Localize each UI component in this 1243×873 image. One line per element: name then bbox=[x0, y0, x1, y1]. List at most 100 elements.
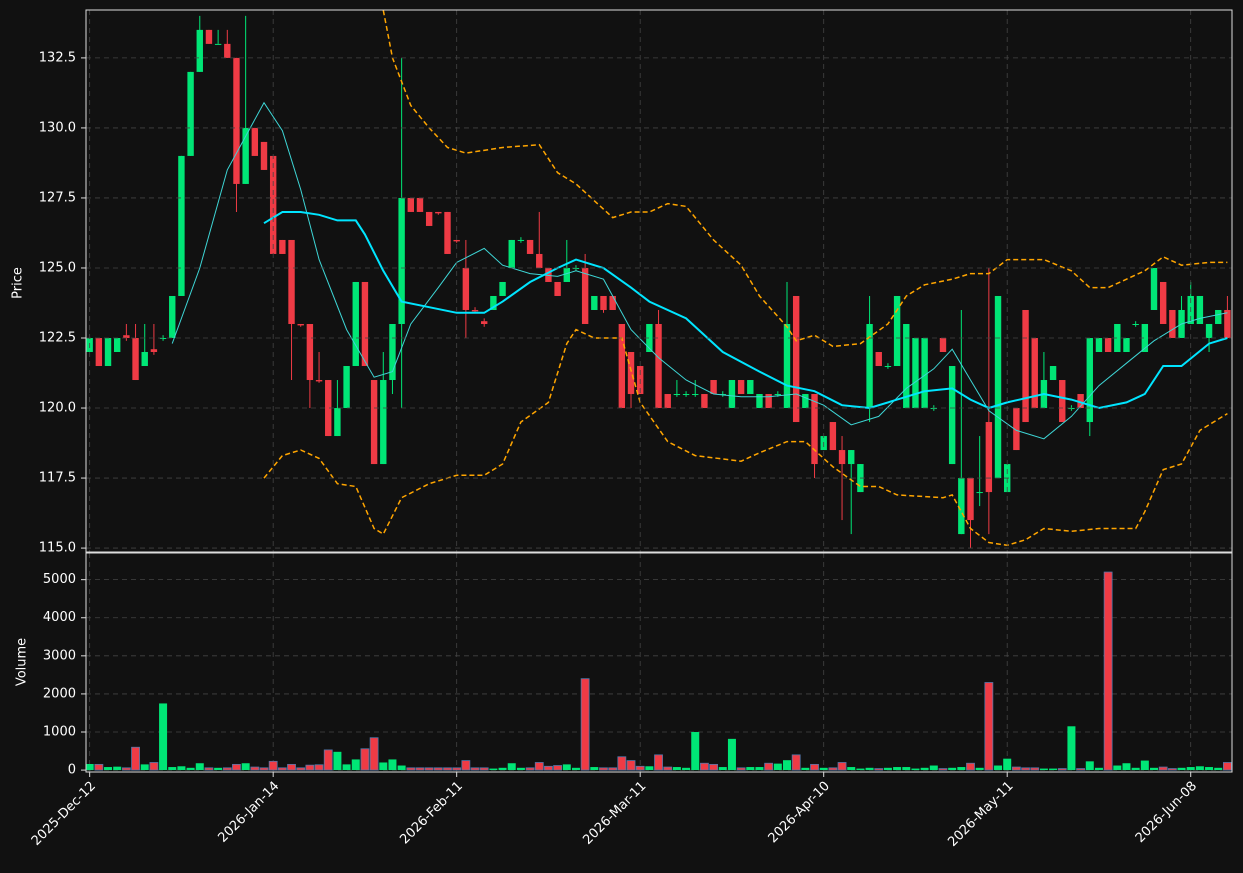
y-tick-label: 5000 bbox=[43, 572, 76, 587]
candle-body bbox=[728, 380, 736, 409]
volume-bar bbox=[159, 703, 168, 771]
volume-bar bbox=[966, 762, 975, 771]
volume-bar bbox=[305, 764, 315, 771]
candle-body bbox=[178, 155, 185, 296]
candle-body bbox=[1205, 323, 1213, 339]
volume-bar bbox=[874, 768, 884, 771]
volume-bar bbox=[470, 767, 480, 771]
candle-body bbox=[994, 295, 1002, 479]
candle-body bbox=[306, 323, 314, 381]
candle-body bbox=[462, 267, 470, 310]
candle-body bbox=[1215, 309, 1222, 324]
volume-bar bbox=[929, 765, 938, 771]
candle-body bbox=[884, 366, 892, 368]
volume-bar bbox=[1076, 768, 1086, 771]
candle-body bbox=[1132, 323, 1139, 325]
candle-body bbox=[829, 422, 837, 451]
volume-bar bbox=[342, 764, 351, 771]
candle-body bbox=[499, 281, 506, 296]
candle-body bbox=[1224, 309, 1231, 339]
volume-bar bbox=[186, 767, 195, 771]
frame bbox=[85, 9, 1233, 553]
volume-bar bbox=[525, 767, 535, 771]
candle-body bbox=[1150, 267, 1158, 310]
volume-bar bbox=[177, 766, 186, 771]
candle-body bbox=[912, 338, 919, 409]
candle-body bbox=[352, 281, 359, 367]
volume-bar bbox=[1103, 571, 1113, 771]
volume-bar bbox=[700, 762, 709, 771]
candle-body bbox=[251, 127, 259, 156]
volume-bar bbox=[718, 767, 727, 771]
candle-body bbox=[453, 239, 460, 242]
volume-bar bbox=[847, 767, 856, 771]
volume-bar bbox=[571, 767, 580, 771]
volume-bar bbox=[415, 767, 425, 771]
candle-body bbox=[866, 323, 873, 409]
volume-bar bbox=[232, 763, 241, 771]
volume-bar bbox=[113, 766, 122, 771]
candle-body bbox=[113, 338, 121, 353]
candle-body bbox=[481, 321, 488, 324]
volume-bar bbox=[1131, 767, 1140, 771]
volume-bar bbox=[498, 767, 507, 771]
candle-body bbox=[187, 71, 194, 156]
volume-bar bbox=[1039, 768, 1048, 771]
candle-body bbox=[517, 239, 525, 241]
candle-body bbox=[214, 43, 222, 45]
volume-bar bbox=[755, 767, 764, 771]
candle-body bbox=[646, 323, 653, 353]
candle-body bbox=[1123, 338, 1130, 353]
volume-bar bbox=[553, 765, 563, 771]
volume-bar bbox=[562, 764, 571, 771]
candle-body bbox=[141, 352, 148, 367]
volume-bar bbox=[1205, 767, 1214, 771]
candle-body bbox=[1095, 338, 1103, 353]
candle-body bbox=[921, 338, 928, 409]
candle-body bbox=[811, 394, 818, 465]
candle-body bbox=[425, 211, 433, 226]
volume-bar bbox=[314, 764, 324, 771]
candle-body bbox=[655, 323, 662, 409]
candle-body bbox=[948, 366, 956, 465]
candle-body bbox=[416, 197, 424, 212]
volume-bar bbox=[1085, 761, 1094, 771]
candle-body bbox=[279, 239, 286, 254]
candle-body bbox=[361, 281, 369, 367]
candle-body bbox=[288, 239, 295, 324]
candle-body bbox=[1196, 295, 1204, 324]
volume-bar bbox=[397, 765, 406, 771]
volume-bar bbox=[443, 767, 452, 771]
volume-bar bbox=[1122, 763, 1131, 771]
candle-body bbox=[783, 323, 791, 409]
y-tick-label: 125.0 bbox=[39, 260, 76, 275]
volume-bar bbox=[782, 760, 791, 771]
volume-bar bbox=[645, 766, 654, 771]
volume-bar bbox=[544, 765, 553, 771]
candle-body bbox=[297, 323, 304, 326]
volume-bar bbox=[333, 751, 342, 771]
candle-body bbox=[618, 323, 626, 409]
candle-body bbox=[123, 335, 130, 339]
volume-bar bbox=[791, 754, 801, 771]
volume-bar bbox=[1177, 767, 1186, 771]
volume-bar bbox=[975, 767, 984, 771]
volume-bar bbox=[608, 767, 618, 771]
volume-bar bbox=[507, 763, 516, 771]
volume-bar bbox=[1113, 765, 1122, 771]
candle-body bbox=[664, 394, 671, 409]
volume-bar bbox=[994, 765, 1003, 771]
volume-bar bbox=[1140, 760, 1149, 771]
candle-body bbox=[710, 380, 717, 395]
volume-bar bbox=[1158, 766, 1168, 771]
volume-bar bbox=[424, 767, 434, 771]
volume-bar bbox=[902, 767, 911, 771]
candle-body bbox=[370, 380, 378, 465]
candle-body bbox=[581, 267, 589, 324]
candle-body bbox=[967, 478, 974, 521]
candle-body bbox=[848, 450, 855, 465]
candle-body bbox=[600, 295, 607, 310]
volume-bar bbox=[764, 762, 774, 771]
